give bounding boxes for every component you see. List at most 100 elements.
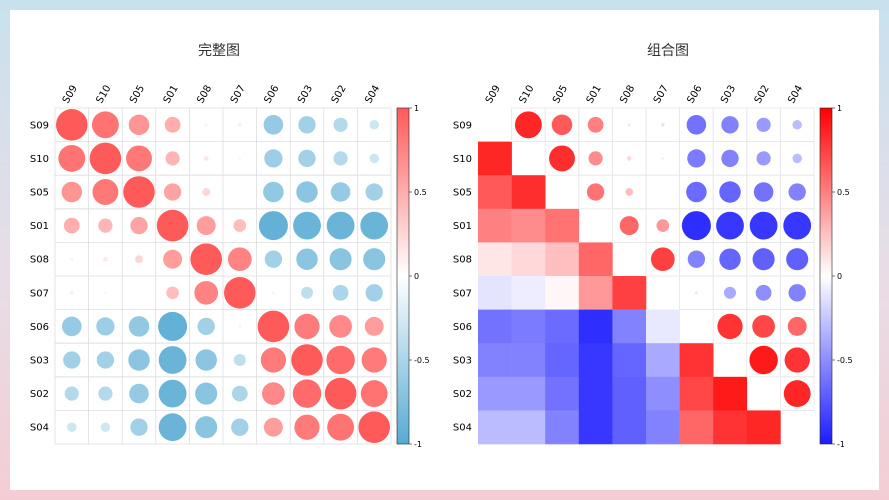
left-correlation-circle: [98, 386, 113, 401]
left-x-tick-label: S07: [229, 83, 248, 105]
right-correlation-square: [478, 276, 512, 310]
left-correlation-circle: [264, 250, 283, 268]
right-correlation-square: [578, 343, 613, 378]
left-correlation-circle: [56, 109, 88, 141]
right-y-tick-label: S09: [453, 120, 472, 131]
left-correlation-circle: [329, 248, 352, 271]
right-correlation-circle: [792, 153, 802, 164]
left-correlation-circle: [197, 317, 215, 336]
left-correlation-circle: [96, 317, 115, 336]
right-correlation-circle: [721, 116, 739, 134]
right-colorbar-tick-label: 0: [837, 272, 842, 281]
left-y-tick-label: S10: [30, 154, 49, 165]
right-colorbar-tick-label: 0.5: [837, 188, 850, 197]
right-colorbar: [819, 107, 833, 445]
left-correlation-circle: [135, 255, 143, 264]
right-colorbar-tick-label: 1: [837, 104, 842, 113]
left-correlation-circle: [92, 179, 119, 205]
right-correlation-circle: [514, 111, 542, 139]
right-y-tick-label: S05: [453, 188, 472, 199]
left-correlation-circle: [129, 383, 149, 404]
right-correlation-circle: [749, 345, 778, 375]
right-x-tick-label: S05: [551, 83, 570, 105]
left-correlation-circle: [128, 114, 150, 136]
right-correlation-square: [478, 141, 512, 176]
right-correlation-square: [545, 309, 580, 344]
right-y-tick-label: S04: [453, 423, 472, 434]
right-correlation-square: [545, 208, 580, 243]
left-x-tick-label: S09: [61, 83, 80, 105]
left-correlation-circle: [365, 183, 383, 201]
left-correlation-circle: [194, 280, 219, 305]
left-correlation-circle: [204, 123, 208, 127]
right-correlation-circle: [687, 250, 706, 268]
right-correlation-square: [646, 410, 680, 445]
left-correlation-circle: [324, 377, 357, 410]
left-correlation-circle: [196, 216, 216, 236]
right-chart-title: 组合图: [647, 43, 689, 59]
left-correlation-circle: [61, 181, 83, 203]
right-correlation-circle: [662, 191, 664, 193]
right-correlation-circle: [588, 151, 603, 166]
left-correlation-circle: [327, 413, 355, 441]
left-correlation-circle: [291, 344, 323, 376]
right-y-tick-label: S01: [453, 221, 472, 232]
right-correlation-square: [578, 410, 613, 445]
left-correlation-circle: [294, 414, 320, 440]
left-correlation-circle: [300, 286, 314, 299]
left-correlation-circle: [163, 249, 183, 269]
left-correlation-circle: [296, 181, 318, 203]
left-correlation-circle: [333, 117, 348, 132]
left-y-tick-label: S07: [30, 288, 49, 299]
left-correlation-circle: [158, 413, 187, 442]
left-correlation-circle: [233, 353, 246, 367]
right-colorbar-tick-label: -0.5: [837, 356, 853, 365]
left-correlation-circle: [164, 116, 181, 133]
left-correlation-circle: [100, 422, 111, 432]
left-correlation-circle: [326, 211, 355, 240]
left-correlation-circle: [326, 345, 355, 375]
left-correlation-circle: [224, 277, 256, 309]
left-chart-title: 完整图: [198, 43, 240, 59]
right-correlation-circle: [661, 157, 665, 160]
left-correlation-circle: [128, 316, 150, 337]
right-y-tick-label: S06: [453, 322, 472, 333]
left-correlation-circle: [293, 211, 321, 240]
left-correlation-circle: [365, 284, 383, 302]
left-x-tick-label: S04: [363, 83, 382, 105]
left-correlation-circle: [91, 111, 119, 139]
right-correlation-circle: [756, 151, 771, 166]
left-y-tick-label: S02: [30, 389, 49, 400]
left-correlation-circle: [63, 217, 80, 234]
right-correlation-square: [478, 242, 512, 277]
right-correlation-square: [511, 208, 546, 243]
left-correlation-circle: [123, 176, 155, 208]
right-x-tick-label: S04: [786, 83, 805, 105]
right-correlation-square: [646, 309, 680, 344]
left-correlation-circle: [292, 379, 322, 408]
left-correlation-circle: [238, 324, 242, 328]
right-correlation-square: [511, 309, 546, 344]
right-x-tick-label: S09: [484, 83, 503, 105]
right-correlation-circle: [788, 183, 806, 201]
left-correlation-circle: [62, 316, 82, 337]
right-correlation-circle: [719, 181, 741, 203]
right-correlation-circle: [756, 117, 771, 132]
left-correlation-circle: [96, 351, 115, 369]
left-correlation-circle: [264, 149, 283, 168]
left-x-tick-label: S08: [195, 83, 214, 105]
left-correlation-circle: [103, 256, 108, 262]
right-correlation-circle: [755, 284, 772, 301]
left-correlation-circle: [298, 116, 316, 134]
left-correlation-circle: [238, 157, 242, 160]
right-correlation-circle: [586, 183, 605, 201]
right-correlation-square: [646, 376, 680, 411]
right-correlation-square: [478, 343, 512, 378]
left-correlation-circle: [64, 386, 79, 401]
left-correlation-circle: [237, 122, 242, 127]
left-correlation-circle: [156, 209, 189, 242]
left-correlation-circle: [233, 219, 247, 232]
left-correlation-circle: [239, 191, 241, 193]
left-correlation-circle: [128, 349, 150, 371]
